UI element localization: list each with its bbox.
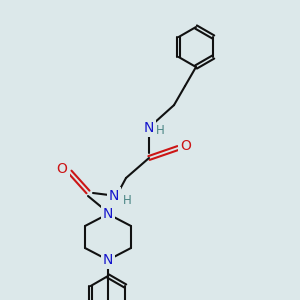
Text: N: N xyxy=(103,253,113,267)
Text: N: N xyxy=(103,207,113,221)
Text: N: N xyxy=(144,121,154,135)
Text: N: N xyxy=(109,189,119,203)
Text: O: O xyxy=(57,162,68,176)
Text: H: H xyxy=(123,194,131,206)
Text: O: O xyxy=(181,139,191,153)
Text: H: H xyxy=(156,124,164,137)
